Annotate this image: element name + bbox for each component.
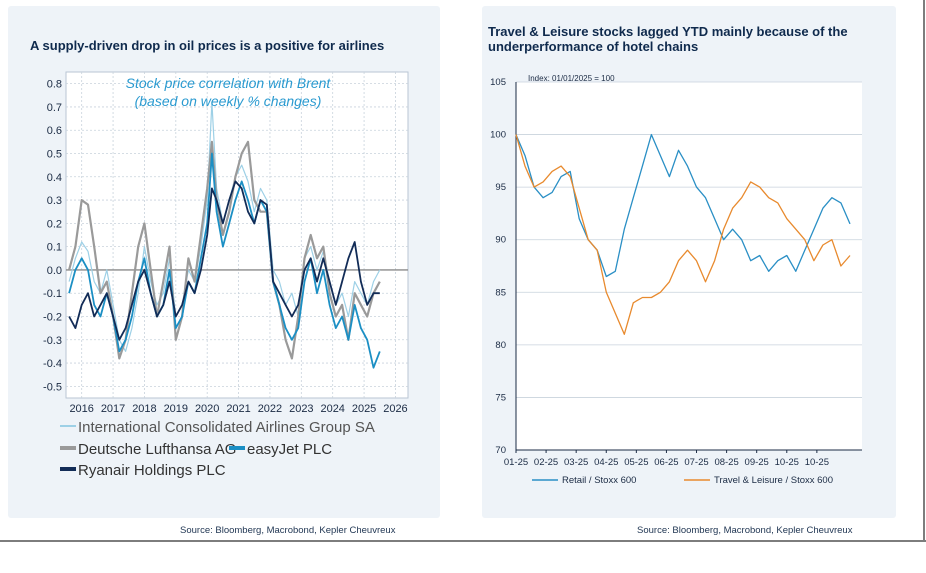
y-tick-label: 95: [495, 182, 506, 193]
y-tick-label: -0.5: [43, 381, 62, 393]
legend-label: easyJet PLC: [247, 441, 332, 458]
right-chart-source: Source: Bloomberg, Macrobond, Kepler Che…: [637, 525, 853, 536]
y-tick-label: 85: [495, 287, 506, 298]
x-tick-label: 07-25: [684, 457, 708, 468]
left-chart: 0.8 0.7 0.6 0.5 0.4 0.3 0.2 0.1 0.0 -0.1 -0.2 -0.3 -…: [43, 71, 409, 479]
y-tick-label: -0.2: [43, 312, 62, 324]
series-line-2: [515, 134, 851, 335]
y-tick-label: 105: [490, 77, 506, 88]
x-tick-label: 2016: [69, 403, 93, 415]
chart-annotation-line1: Stock price correlation with Brent: [126, 75, 332, 91]
right-chart-panel: Travel & Leisure stocks lagged YTD mainl…: [482, 6, 896, 536]
y-tick-label: 100: [490, 130, 506, 141]
x-tick-label: 2019: [164, 403, 188, 415]
x-tick-label: 2017: [101, 403, 125, 415]
y-tick-label: 0.1: [47, 242, 62, 254]
legend-label: Retail / Stoxx 600: [562, 475, 636, 486]
legend-label: Deutsche Lufthansa AG: [78, 441, 236, 458]
index-annotation: Index: 01/01/2025 = 100: [528, 74, 615, 83]
left-chart-panel: A supply-driven drop in oil prices is a …: [8, 6, 440, 536]
y-tick-label: 0.5: [47, 149, 62, 161]
y-tick-label: 90: [495, 235, 506, 246]
y-tick-label: -0.3: [43, 335, 62, 347]
y-tick-label: 0.0: [47, 265, 62, 277]
y-tick-label: 75: [495, 392, 506, 403]
plot-area: [516, 82, 862, 450]
legend-label: Travel & Leisure / Stoxx 600: [714, 475, 833, 486]
x-tick-label: 06-25: [654, 457, 678, 468]
right-chart-title-line2: underperformance of hotel chains: [488, 39, 699, 54]
x-tick-label: 10-25: [805, 457, 829, 468]
y-tick-label: 0.3: [47, 195, 62, 207]
series-line-4: [68, 180, 380, 341]
y-tick-label: 80: [495, 340, 506, 351]
x-tick-label: 05-25: [624, 457, 648, 468]
x-tick-label: 2026: [383, 403, 407, 415]
chart-annotation-line2: (based on weekly % changes): [135, 93, 322, 109]
legend-label: International Consolidated Airlines Grou…: [78, 419, 375, 436]
frame-bottom-border: [0, 540, 926, 542]
x-tick-label: 2020: [195, 403, 219, 415]
series-line-1: [515, 133, 851, 278]
y-tick-label: 0.4: [47, 172, 62, 184]
x-tick-label: 02-25: [534, 457, 558, 468]
x-tick-label: 2024: [320, 403, 344, 415]
y-tick-label: 0.8: [47, 79, 62, 91]
x-tick-label: 09-25: [745, 457, 769, 468]
x-tick-label: 01-25: [504, 457, 528, 468]
y-tick-label: 0.7: [47, 102, 62, 114]
x-tick-label: 2018: [132, 403, 156, 415]
y-tick-label: 0.2: [47, 218, 62, 230]
frame-right-border: [923, 0, 925, 542]
y-tick-label: -0.4: [43, 358, 62, 370]
legend-label: Ryanair Holdings PLC: [78, 462, 226, 479]
series-line-2: [68, 140, 381, 360]
x-tick-label: 2025: [352, 403, 376, 415]
y-tick-label: -0.1: [43, 288, 62, 300]
x-tick-label: 2023: [289, 403, 313, 415]
x-tick-label: 04-25: [594, 457, 618, 468]
right-chart-title-line1: Travel & Leisure stocks lagged YTD mainl…: [488, 24, 848, 39]
x-tick-label: 2021: [226, 403, 250, 415]
left-chart-source: Source: Bloomberg, Macrobond, Kepler Che…: [180, 525, 396, 536]
series-line-3: [68, 152, 381, 369]
x-tick-label: 03-25: [564, 457, 588, 468]
y-tick-label: 0.6: [47, 125, 62, 137]
left-chart-title: A supply-driven drop in oil prices is a …: [30, 38, 385, 53]
x-tick-label: 10-25: [775, 457, 799, 468]
x-tick-label: 08-25: [714, 457, 738, 468]
x-tick-label: 2022: [258, 403, 282, 415]
y-tick-label: 70: [495, 445, 506, 456]
